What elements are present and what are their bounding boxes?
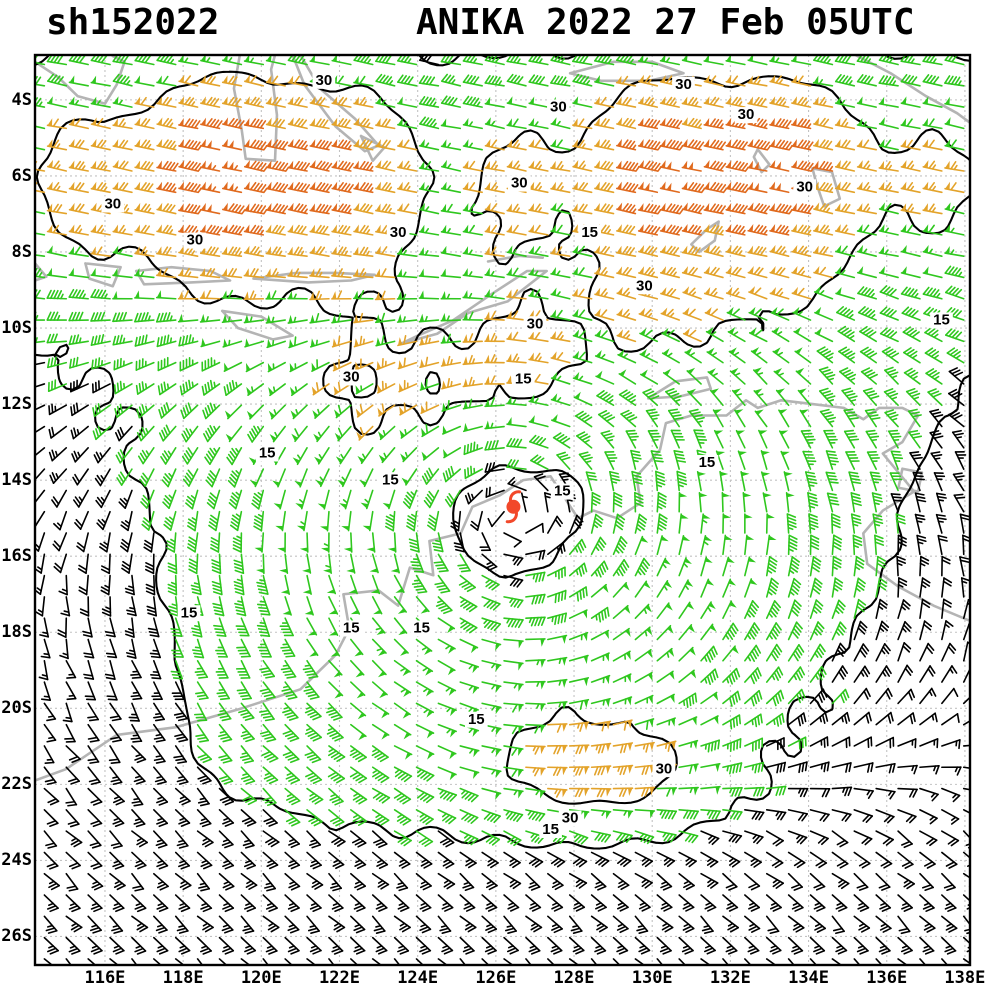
- x-axis-tick-label: 122E: [319, 968, 360, 988]
- y-axis-tick-label: 6S: [11, 165, 32, 186]
- y-axis-tick-label: 8S: [11, 241, 32, 262]
- y-axis-tick-label: 20S: [1, 698, 32, 719]
- y-axis-tick-label: 12S: [1, 394, 32, 415]
- x-axis-tick-label: 128E: [553, 968, 595, 988]
- y-axis-tick-label: 26S: [1, 926, 32, 947]
- x-axis-tick-label: 136E: [866, 968, 908, 988]
- x-axis-tick-label: 134E: [788, 968, 830, 988]
- y-axis-tick-label: 4S: [11, 89, 32, 110]
- x-axis-tick-label: 118E: [162, 968, 204, 988]
- y-axis-tick-label: 24S: [1, 850, 32, 871]
- y-axis-tick-label: 18S: [1, 622, 32, 643]
- x-axis-tick-label: 124E: [397, 968, 439, 988]
- x-axis-tick-label: 130E: [631, 968, 673, 988]
- x-axis-tick-label: 120E: [240, 968, 282, 988]
- y-axis-tick-label: 10S: [1, 318, 32, 339]
- y-axis-tick-label: 16S: [1, 546, 32, 567]
- x-axis-tick-label: 126E: [475, 968, 517, 988]
- y-axis-tick-label: 14S: [1, 470, 32, 491]
- y-axis-tick-label: 22S: [1, 774, 32, 795]
- x-axis-tick-label: 138E: [944, 968, 986, 988]
- x-axis-tick-label: 116E: [84, 968, 126, 988]
- x-axis-tick-label: 132E: [709, 968, 751, 988]
